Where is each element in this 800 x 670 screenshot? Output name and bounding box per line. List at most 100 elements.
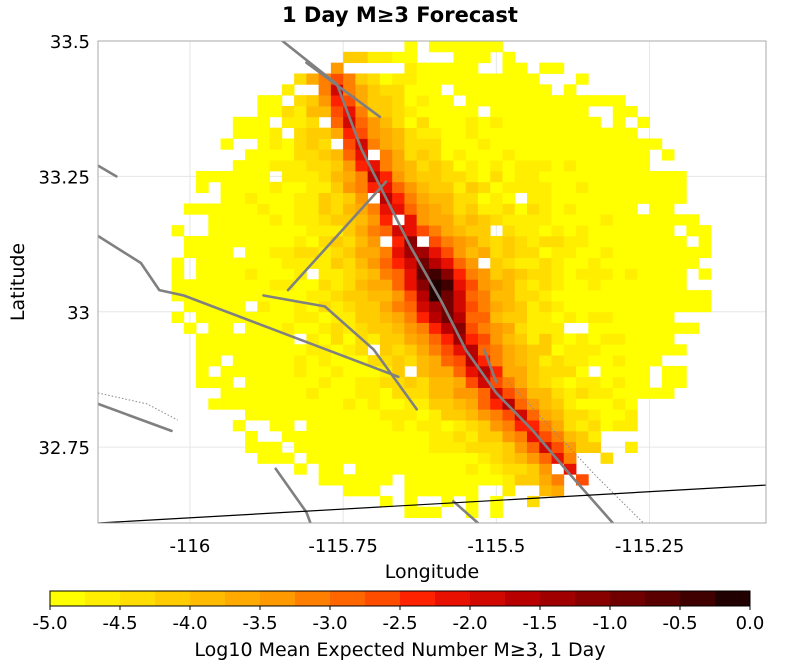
heatmap-cell-295 xyxy=(318,333,332,345)
heatmap-cell-595 xyxy=(416,463,430,475)
heatmap-cell-634 xyxy=(428,474,442,486)
heatmap-cell-1159 xyxy=(588,235,601,248)
heatmap-cell-149 xyxy=(257,116,270,129)
heatmap-cell-495 xyxy=(379,246,393,259)
heatmap-cell-23 xyxy=(196,257,209,269)
heatmap-cell-12 xyxy=(183,203,197,215)
heatmap-cell-768 xyxy=(465,376,479,389)
heatmap-cell-798 xyxy=(465,51,479,64)
heatmap-cell-1105 xyxy=(563,95,577,107)
heatmap-cell-976 xyxy=(526,279,540,291)
heatmap-cell-672 xyxy=(428,62,442,74)
heatmap-cell-1218 xyxy=(612,246,626,259)
heatmap-cell-1175 xyxy=(600,398,614,410)
heatmap-cell-1293 xyxy=(649,300,663,313)
heatmap-cell-828 xyxy=(477,160,491,172)
heatmap-cell-1234 xyxy=(625,420,638,432)
heatmap-cell-251 xyxy=(306,420,320,432)
heatmap-cell-1072 xyxy=(563,463,577,475)
heatmap-cell-703 xyxy=(441,181,454,194)
heatmap-cell-183 xyxy=(281,452,295,464)
heatmap-cell-563 xyxy=(404,344,418,356)
heatmap-cell-436 xyxy=(367,485,381,497)
heatmap-cell-817 xyxy=(477,290,491,302)
heatmap-cell-244 xyxy=(294,116,307,129)
heatmap-cell-188 xyxy=(281,387,295,399)
heatmap-cell-375 xyxy=(343,279,356,291)
heatmap-cell-258 xyxy=(306,344,320,356)
heatmap-cell-62 xyxy=(220,225,234,237)
heatmap-cell-13 xyxy=(196,376,209,389)
heatmap-cell-511 xyxy=(379,51,393,64)
heatmap-cell-767 xyxy=(465,387,479,399)
heatmap-cell-361 xyxy=(343,430,356,443)
heatmap-cell-1232 xyxy=(612,95,626,107)
heatmap-cell-290 xyxy=(318,387,332,399)
heatmap-cell-580 xyxy=(404,160,418,172)
heatmap-cell-851 xyxy=(490,355,503,367)
heatmap-cell-609 xyxy=(416,311,430,324)
heatmap-cell-764 xyxy=(465,420,479,432)
heatmap-cell-1089 xyxy=(563,268,577,280)
heatmap-cell-292 xyxy=(318,365,332,378)
colorbar-swatch-19 xyxy=(715,591,751,606)
heatmap-cell-1222 xyxy=(612,203,626,215)
heatmap-cell-202 xyxy=(281,235,295,248)
heatmap-cell-45 xyxy=(208,203,221,215)
heatmap-cell-250 xyxy=(306,430,320,443)
heatmap-cell-971 xyxy=(526,333,540,345)
heatmap-cell-684 xyxy=(441,387,454,399)
heatmap-cell-1099 xyxy=(563,160,577,172)
colorbar-tick-label-7: -1.5 xyxy=(522,613,557,634)
fault-line-0 xyxy=(280,41,615,523)
heatmap-cell-379 xyxy=(343,235,356,248)
fault-line-4 xyxy=(262,294,419,411)
heatmap-cell-1012 xyxy=(539,311,552,324)
heatmap-cell-369 xyxy=(343,344,356,356)
heatmap-cell-1212 xyxy=(612,311,626,324)
heatmap-cell-517 xyxy=(392,409,405,421)
heatmap-cell-1291 xyxy=(649,322,663,334)
heatmap-cell-1005 xyxy=(539,387,552,399)
heatmap-cell-1288 xyxy=(649,355,663,367)
heatmap-cell-321 xyxy=(330,452,344,464)
heatmap-cell-545 xyxy=(392,95,405,107)
heatmap-cell-516 xyxy=(392,420,405,432)
heatmap-cell-297 xyxy=(318,311,332,324)
heatmap-cell-622 xyxy=(416,160,430,172)
heatmap-cell-1113 xyxy=(576,387,589,399)
heatmap-cell-722 xyxy=(453,409,467,421)
heatmap-cell-862 xyxy=(490,235,503,248)
heatmap-cell-116 xyxy=(245,160,258,172)
heatmap-cell-1166 xyxy=(588,160,601,172)
heatmap-cell-1200 xyxy=(600,127,614,139)
heatmap-cell-332 xyxy=(330,333,344,345)
heatmap-cell-631 xyxy=(416,62,430,74)
heatmap-cell-1221 xyxy=(612,214,626,226)
heatmap-cell-536 xyxy=(392,192,405,204)
heatmap-cell-747 xyxy=(453,138,467,150)
x-tick-label-2: -115.5 xyxy=(467,536,525,557)
heatmap-cell-943 xyxy=(514,214,528,226)
heatmap-cell-928 xyxy=(514,376,528,389)
heatmap-cell-541 xyxy=(392,138,405,150)
heatmap-cell-160 xyxy=(269,355,283,367)
heatmap-cell-522 xyxy=(392,355,405,367)
heatmap-cell-15 xyxy=(196,355,209,367)
heatmap-cell-766 xyxy=(465,398,479,410)
heatmap-cell-508 xyxy=(379,95,393,107)
heatmap-cell-1179 xyxy=(600,355,614,367)
heatmap-cell-339 xyxy=(330,257,344,269)
heatmap-cell-1186 xyxy=(600,279,614,291)
heatmap-cell-1086 xyxy=(563,300,577,313)
heatmap-cell-593 xyxy=(416,485,430,497)
heatmap-cell-1268 xyxy=(637,333,650,345)
heatmap-cell-287 xyxy=(318,420,332,432)
heatmap-cell-1285 xyxy=(637,138,650,150)
heatmap-cell-52 xyxy=(220,333,234,345)
heatmap-cell-721 xyxy=(453,420,467,432)
heatmap-cell-843 xyxy=(490,441,503,453)
heatmap-cell-194 xyxy=(281,322,295,334)
heatmap-cell-485 xyxy=(379,355,393,367)
heatmap-cell-324 xyxy=(330,420,344,432)
